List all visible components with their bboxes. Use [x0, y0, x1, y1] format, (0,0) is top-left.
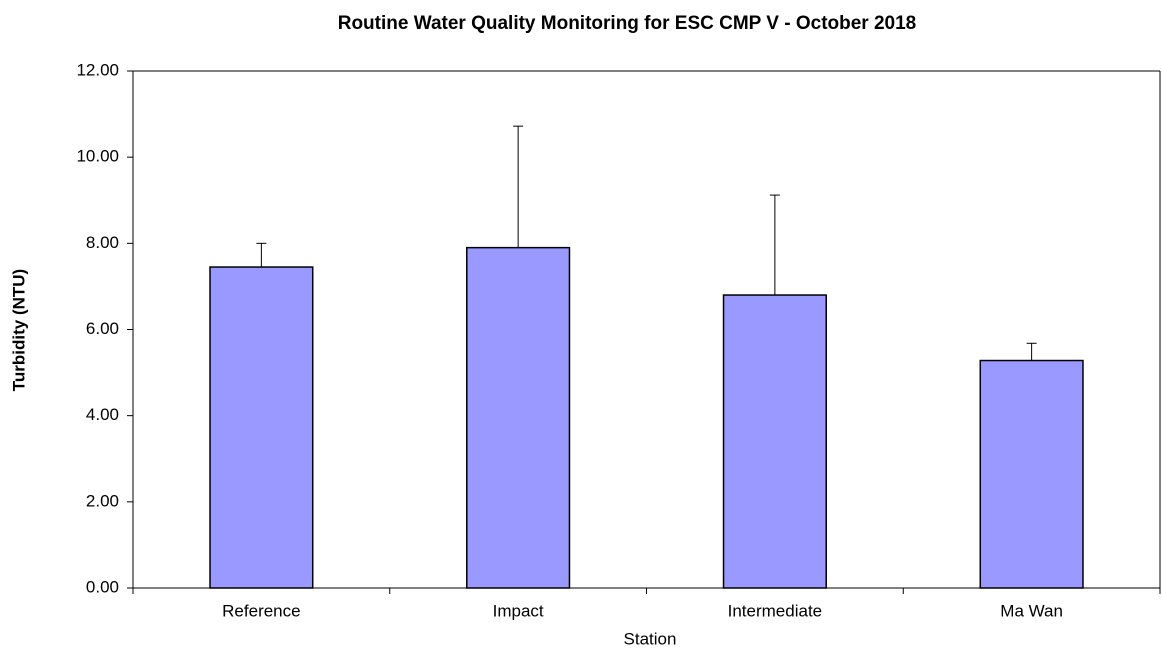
bar — [466, 246, 571, 589]
x-tick-label: Reference — [222, 601, 300, 620]
bar — [722, 294, 827, 589]
y-tick-label: 2.00 — [86, 491, 119, 510]
y-axis-label: Turbidity (NTU) — [9, 269, 28, 391]
bar — [979, 359, 1084, 589]
x-tick-label: Ma Wan — [1000, 601, 1063, 620]
y-tick-label: 6.00 — [86, 319, 119, 338]
y-tick-label: 12.00 — [76, 60, 119, 79]
y-tick-label: 8.00 — [86, 233, 119, 252]
x-axis-label: Station — [624, 629, 677, 648]
chart-title: Routine Water Quality Monitoring for ESC… — [338, 13, 917, 34]
y-tick-label: 10.00 — [76, 147, 119, 166]
y-tick-label: 0.00 — [86, 577, 119, 596]
x-tick-label: Impact — [493, 601, 544, 620]
y-tick-label: 4.00 — [86, 405, 119, 424]
bar — [209, 266, 314, 589]
x-tick-label: Intermediate — [728, 601, 823, 620]
